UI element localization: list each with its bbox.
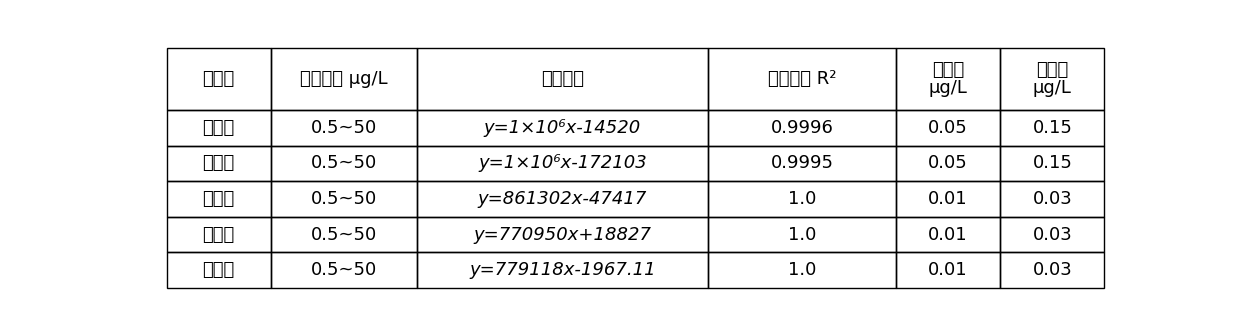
Text: 线性范围 μg/L: 线性范围 μg/L [300, 70, 388, 88]
Text: 1.0: 1.0 [789, 190, 816, 208]
Text: 0.05: 0.05 [929, 119, 968, 137]
Text: 0.5~50: 0.5~50 [310, 190, 377, 208]
Bar [1001, 47, 1105, 110]
Text: 1.0: 1.0 [789, 261, 816, 279]
Bar [708, 47, 897, 110]
Text: y=779118x-1967.11: y=779118x-1967.11 [469, 261, 656, 279]
Text: 检出限: 检出限 [932, 61, 965, 79]
Text: 0.5~50: 0.5~50 [310, 154, 377, 172]
Bar [708, 252, 897, 288]
Text: 0.05: 0.05 [929, 154, 968, 172]
Text: 三环唑: 三环唑 [202, 119, 234, 137]
Text: 0.9996: 0.9996 [771, 119, 833, 137]
Bar [166, 252, 270, 288]
Bar [897, 47, 1001, 110]
Bar [417, 47, 708, 110]
Text: y=861302x-47417: y=861302x-47417 [477, 190, 647, 208]
Text: 0.5~50: 0.5~50 [310, 261, 377, 279]
Bar [166, 217, 270, 252]
Text: 0.9995: 0.9995 [771, 154, 833, 172]
Text: y=770950x+18827: y=770950x+18827 [474, 225, 651, 243]
Bar [417, 252, 708, 288]
Bar [270, 217, 417, 252]
Bar [166, 146, 270, 181]
Bar [897, 110, 1001, 146]
Bar [708, 110, 897, 146]
Text: 0.01: 0.01 [929, 225, 968, 243]
Bar [708, 146, 897, 181]
Text: 相关系数 R²: 相关系数 R² [768, 70, 837, 88]
Text: 戊唑醇: 戊唑醇 [202, 190, 234, 208]
Text: 化合物: 化合物 [202, 70, 234, 88]
Bar [166, 110, 270, 146]
Text: 1.0: 1.0 [789, 225, 816, 243]
Bar [270, 47, 417, 110]
Text: 0.01: 0.01 [929, 190, 968, 208]
Bar [1001, 110, 1105, 146]
Bar [708, 181, 897, 217]
Bar [270, 146, 417, 181]
Text: 0.15: 0.15 [1033, 154, 1073, 172]
Text: 丙环唑: 丙环唑 [202, 261, 234, 279]
Text: 己唑醇: 己唑醇 [202, 225, 234, 243]
Bar [1001, 146, 1105, 181]
Text: 0.01: 0.01 [929, 261, 968, 279]
Bar [417, 110, 708, 146]
Bar [897, 252, 1001, 288]
Text: y=1×10⁶x-172103: y=1×10⁶x-172103 [479, 154, 647, 172]
Bar [1001, 252, 1105, 288]
Text: 0.03: 0.03 [1033, 190, 1073, 208]
Text: y=1×10⁶x-14520: y=1×10⁶x-14520 [484, 119, 641, 137]
Bar [270, 181, 417, 217]
Text: μg/L: μg/L [929, 79, 967, 97]
Bar [897, 181, 1001, 217]
Bar [166, 47, 270, 110]
Text: 0.03: 0.03 [1033, 261, 1073, 279]
Text: 粉唑醇: 粉唑醇 [202, 154, 234, 172]
Text: μg/L: μg/L [1033, 79, 1071, 97]
Text: 定量限: 定量限 [1037, 61, 1069, 79]
Bar [166, 181, 270, 217]
Text: 0.15: 0.15 [1033, 119, 1073, 137]
Bar [1001, 217, 1105, 252]
Bar [708, 217, 897, 252]
Text: 0.5~50: 0.5~50 [310, 225, 377, 243]
Bar [417, 217, 708, 252]
Bar [270, 252, 417, 288]
Bar [270, 110, 417, 146]
Bar [417, 181, 708, 217]
Bar [1001, 181, 1105, 217]
Bar [417, 146, 708, 181]
Text: 回归方程: 回归方程 [541, 70, 584, 88]
Text: 0.5~50: 0.5~50 [310, 119, 377, 137]
Text: 0.03: 0.03 [1033, 225, 1073, 243]
Bar [897, 146, 1001, 181]
Bar [897, 217, 1001, 252]
